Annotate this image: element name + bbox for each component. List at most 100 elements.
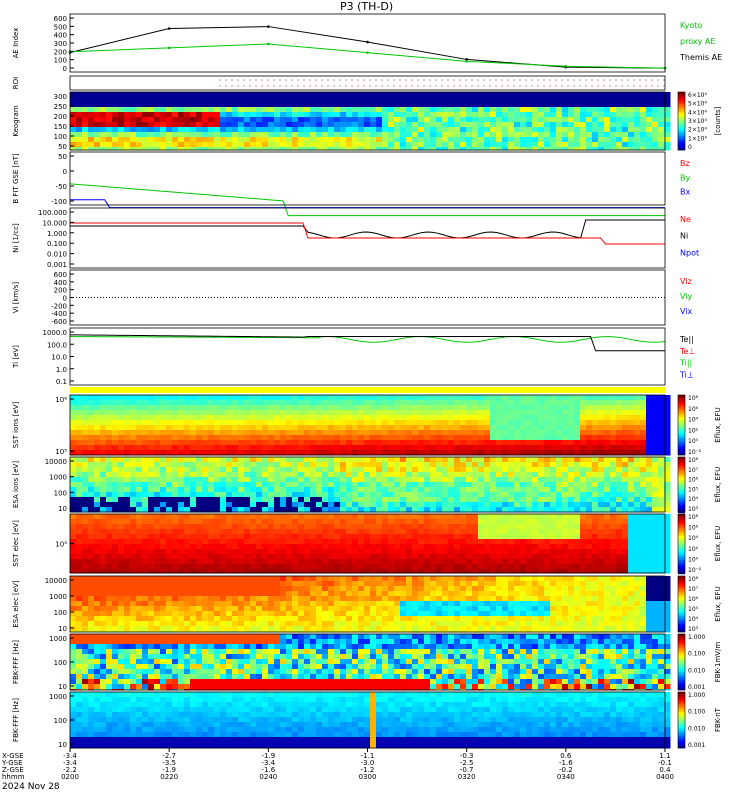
spectrogram-cell	[190, 586, 197, 592]
spectrogram-cell	[142, 107, 149, 113]
spectrogram-cell	[604, 487, 611, 493]
spectrogram-cell	[418, 430, 425, 436]
spectrogram-cell	[124, 117, 131, 123]
spectrogram-cell	[136, 477, 143, 483]
spectrogram-cell	[484, 147, 491, 151]
spectrogram-cell	[448, 430, 455, 436]
spectrogram-cell	[310, 492, 317, 498]
spectrogram-cell	[190, 395, 197, 401]
spectrogram-cell	[232, 405, 239, 411]
spectrogram-cell	[124, 97, 131, 103]
spectrogram-cell	[172, 601, 179, 607]
spectrogram-cell	[322, 554, 329, 560]
spectrogram-cell	[244, 472, 251, 478]
spectrogram-cell	[76, 606, 83, 612]
spectrogram-cell	[340, 462, 347, 468]
spectrogram-cell	[400, 430, 407, 436]
spectrogram-cell	[130, 102, 137, 108]
spectrogram-cell	[634, 147, 641, 151]
spectrogram-cell	[190, 107, 197, 113]
spectrogram-cell	[604, 395, 611, 401]
spectrogram-cell	[568, 549, 575, 555]
spectrogram-cell	[448, 564, 455, 570]
spectrogram-cell	[298, 539, 305, 545]
spectrogram-cell	[118, 586, 125, 592]
spectrogram-cell	[502, 477, 509, 483]
spectrogram-cell	[394, 445, 401, 451]
spectrogram-cell	[88, 97, 95, 103]
spectrogram-cell	[586, 519, 593, 525]
spectrogram-cell	[472, 395, 479, 401]
spectrogram-cell	[196, 472, 203, 478]
spectrogram-cell	[304, 430, 311, 436]
spectrogram-cell	[526, 569, 533, 574]
spectrogram-cell	[118, 549, 125, 555]
spectrogram-cell	[538, 425, 545, 431]
spectrogram-cell	[448, 415, 455, 421]
spectrogram-cell	[172, 122, 179, 128]
spectrogram-cell	[88, 581, 95, 587]
spectrogram-cell	[130, 400, 137, 406]
spectrogram-cell	[364, 420, 371, 426]
spectrogram-cell	[106, 524, 113, 530]
spectrogram-cell	[598, 462, 605, 468]
spectrogram-cell	[652, 450, 659, 456]
spectrogram-cell	[472, 132, 479, 138]
spectrogram-cell	[478, 425, 485, 431]
spectrogram-cell	[550, 492, 557, 498]
spectrogram-cell	[658, 507, 665, 513]
spectrogram-cell	[478, 539, 485, 545]
spectrogram-cell	[592, 472, 599, 478]
spectrogram-cell	[388, 507, 395, 513]
spectrogram-cell	[190, 514, 197, 520]
spectrogram-cell	[430, 457, 437, 463]
spectrogram-cell	[322, 559, 329, 565]
spectrogram-cell	[226, 92, 233, 98]
spectrogram-cell	[100, 606, 107, 612]
spectrogram-cell	[520, 420, 527, 426]
spectrogram-cell	[580, 137, 587, 143]
spectrogram-cell	[496, 467, 503, 473]
spectrogram-cell	[148, 420, 155, 426]
spectrogram-cell	[118, 107, 125, 113]
spectrogram-cell	[94, 147, 101, 151]
spectrogram-cell	[394, 514, 401, 520]
spectrogram-cell	[520, 450, 527, 456]
spectrogram-cell	[94, 507, 101, 513]
spectrogram-cell	[340, 425, 347, 431]
spectrogram-cell	[172, 524, 179, 530]
spectrogram-cell	[226, 524, 233, 530]
spectrogram-cell	[496, 472, 503, 478]
spectrogram-cell	[640, 514, 647, 520]
spectrogram-cell	[454, 102, 461, 108]
spectrogram-cell	[586, 112, 593, 118]
spectrogram-cell	[418, 519, 425, 525]
spectrogram-cell	[178, 601, 185, 607]
spectrogram-cell	[118, 142, 125, 148]
spectrogram-cell	[178, 611, 185, 617]
spectrogram-cell	[658, 127, 665, 133]
spectrogram-cell	[520, 492, 527, 498]
spectrogram-cell	[394, 539, 401, 545]
spectrogram-cell	[76, 425, 83, 431]
spectrogram-cell	[328, 450, 335, 456]
spectrogram-cell	[214, 457, 221, 463]
spectrogram-cell	[178, 497, 185, 503]
spectrogram-cell	[346, 112, 353, 118]
spectrogram-cell	[436, 400, 443, 406]
spectrogram-cell	[352, 395, 359, 401]
spectrogram-cell	[640, 142, 647, 148]
spectrogram-cell	[370, 514, 377, 520]
spectrogram-cell	[550, 112, 557, 118]
spectrogram-cell	[592, 425, 599, 431]
spectrogram-cell	[190, 445, 197, 451]
spectrogram-cell	[622, 492, 629, 498]
spectrogram-cell	[130, 137, 137, 143]
spectrogram-cell	[556, 462, 563, 468]
spectrogram-cell	[310, 534, 317, 540]
spectrogram-cell	[460, 457, 467, 463]
spectrogram-cell	[292, 467, 299, 473]
spectrogram-cell	[148, 410, 155, 416]
spectrogram-cell	[634, 502, 641, 508]
spectrogram-cell	[610, 415, 617, 421]
